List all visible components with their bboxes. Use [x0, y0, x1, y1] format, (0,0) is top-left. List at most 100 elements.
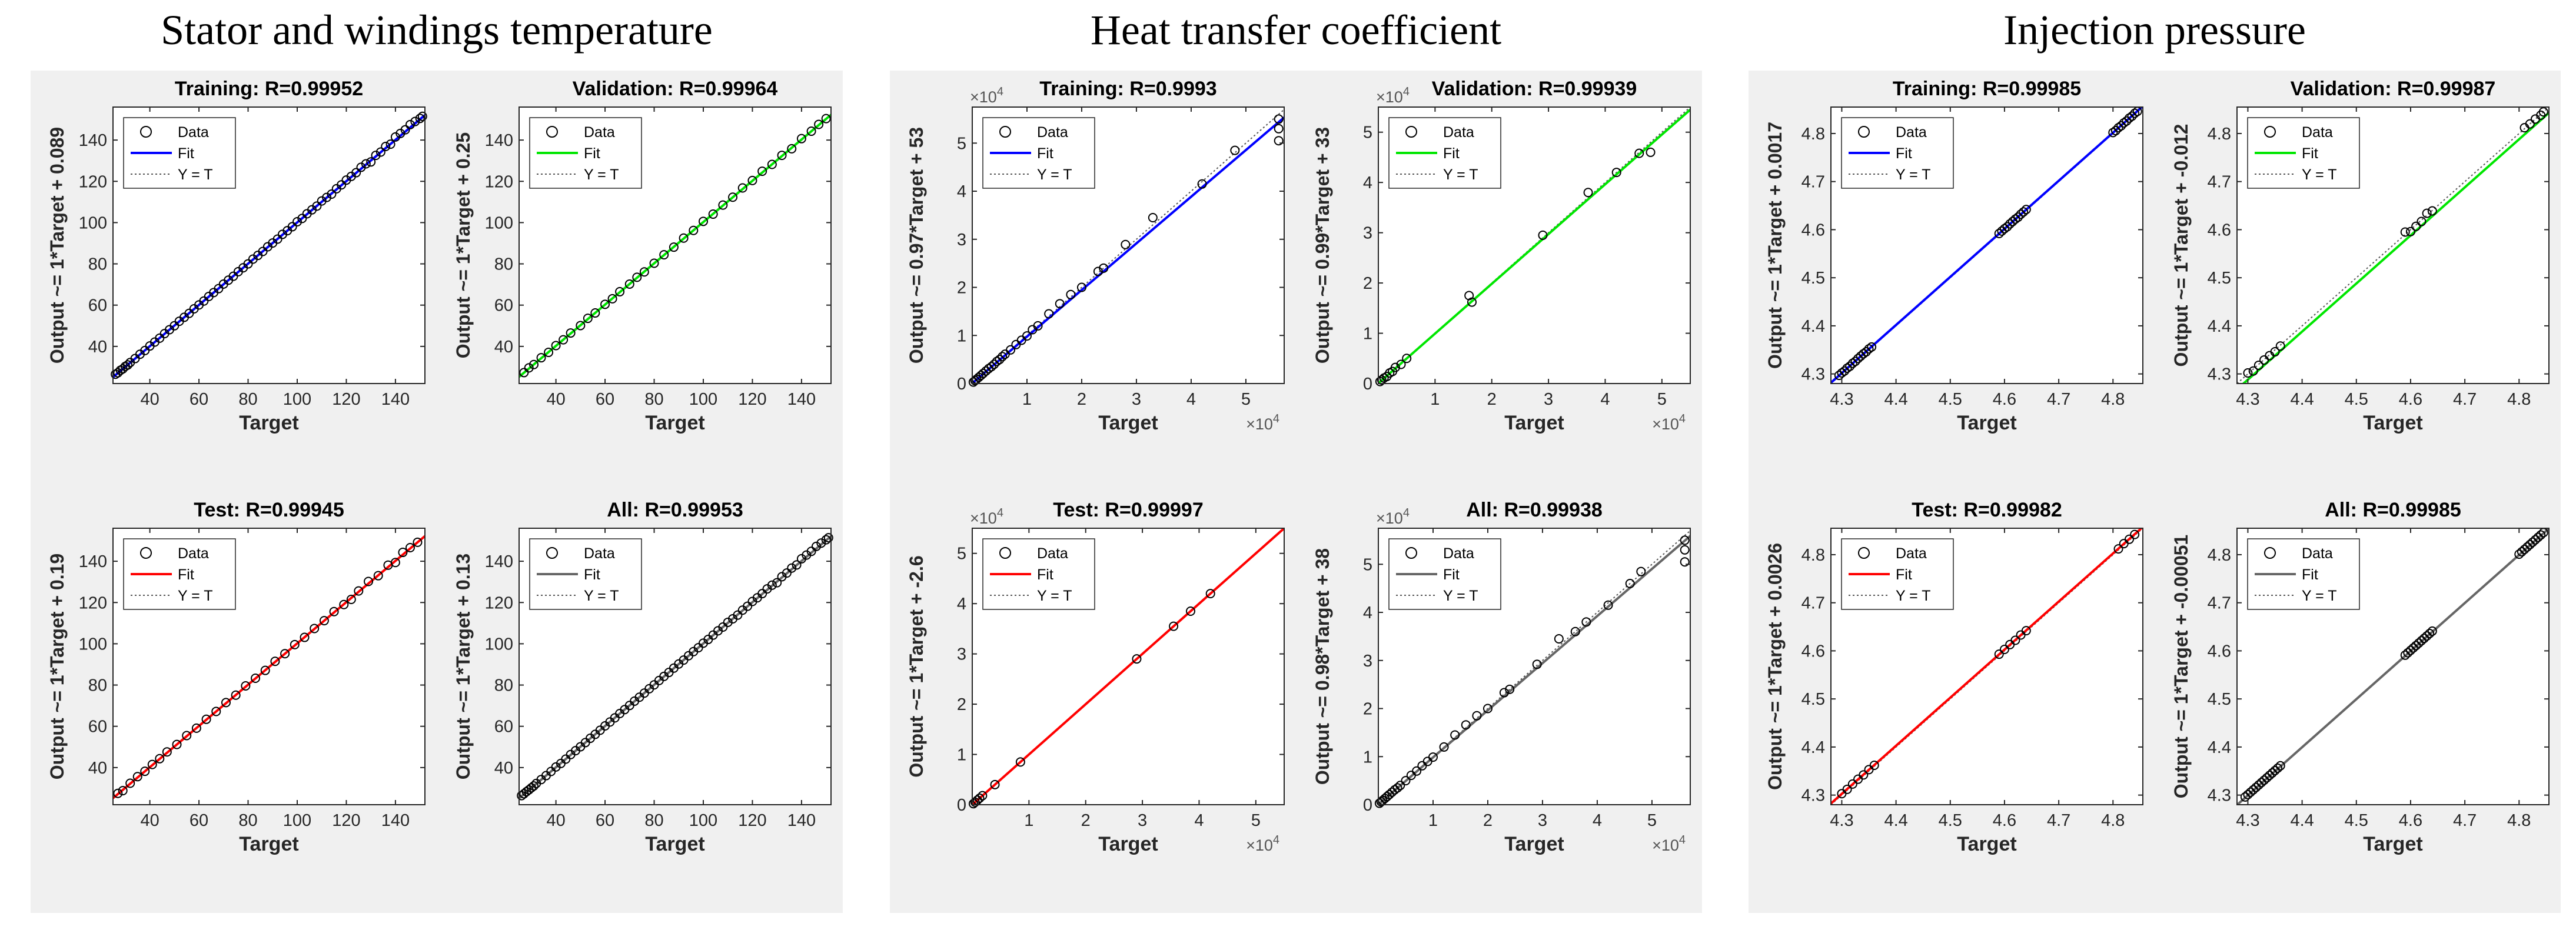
data-point [113, 788, 123, 798]
data-point [1837, 368, 1847, 378]
legend-fit-label: Fit [1443, 145, 1460, 162]
data-point [796, 134, 806, 144]
x-tick-label: 2 [1077, 390, 1086, 409]
y-tick-label: 60 [494, 718, 513, 736]
data-point [125, 778, 135, 788]
x-axis-label: Target [239, 833, 298, 855]
y-tick-label: 40 [88, 759, 107, 778]
data-point [2538, 107, 2548, 117]
data-point [624, 279, 634, 289]
data-point [417, 111, 427, 121]
data-point [1461, 720, 1471, 730]
y-tick-label: 4.6 [2208, 642, 2231, 661]
data-point [1680, 535, 1690, 545]
x-exponent-base: ×10 [1652, 415, 1679, 433]
x-tick-label: 60 [190, 811, 208, 830]
data-point [787, 144, 797, 154]
data-point [811, 541, 821, 551]
data-point [1169, 621, 1179, 631]
data-point [1099, 263, 1109, 273]
data-point [2124, 113, 2134, 123]
x-axis-label: Target [645, 833, 704, 855]
y-exponent-value: 4 [997, 85, 1003, 98]
data-point [2522, 542, 2532, 552]
data-point [1033, 321, 1043, 331]
y-tick-label: 5 [1363, 124, 1372, 142]
y-tick-label: 140 [79, 552, 107, 571]
plot-injection-test: Test: R=0.99982 4.3 4.4 4.5 4.6 4.7 4.8 4.3 4.4 4… [1764, 499, 2143, 855]
y-tick-label: 1 [1363, 325, 1372, 344]
data-point [1395, 781, 1405, 791]
y-tick-label: 40 [494, 338, 513, 356]
data-point [2525, 119, 2535, 129]
data-point [1006, 345, 1016, 355]
data-point [1634, 148, 1644, 158]
y-axis-label: Output ~= 1*Target + 0.19 [46, 554, 68, 779]
data-point [322, 192, 332, 202]
data-point [524, 363, 534, 373]
data-point [272, 234, 282, 244]
data-point [1015, 757, 1025, 767]
y-tick-label: 4 [957, 182, 966, 201]
y-exponent-value: 4 [1403, 506, 1410, 519]
data-point [2110, 126, 2120, 136]
x-tick-label: 4.5 [2345, 811, 2368, 830]
legend-data-marker [1405, 126, 1417, 138]
y-exponent-label: ×104 [970, 506, 1003, 527]
legend-data-label: Data [584, 545, 615, 562]
y-tick-label: 0 [1363, 796, 1372, 815]
data-point [221, 698, 231, 708]
data-point [147, 759, 157, 769]
data-point [270, 656, 280, 666]
data-point [978, 791, 988, 801]
x-tick-label: 4.7 [2453, 390, 2477, 409]
data-point [297, 214, 307, 224]
data-point [1450, 730, 1460, 740]
data-point [632, 272, 642, 282]
data-point [2019, 207, 2029, 217]
x-tick-label: 60 [190, 390, 208, 409]
data-point [2427, 626, 2437, 636]
data-point [2517, 547, 2527, 557]
y-tick-label: 100 [79, 635, 107, 654]
data-point [2010, 214, 2020, 224]
data-point [1999, 644, 2009, 654]
y-tick-label: 0 [957, 375, 966, 394]
fit-line [2237, 528, 2549, 805]
legend-data-label: Data [2302, 124, 2333, 141]
legend-data-marker [999, 126, 1011, 138]
data-point [2405, 226, 2415, 236]
y-tick-label: 2 [957, 279, 966, 298]
data-point [792, 560, 802, 570]
data-point [2130, 108, 2140, 118]
legend-data-label: Data [1896, 545, 1927, 562]
y-tick-label: 120 [485, 594, 513, 612]
x-axis-label: Target [1098, 412, 1158, 434]
data-point [737, 183, 747, 193]
y-tick-label: 0 [1363, 375, 1372, 394]
x-tick-label: 120 [738, 811, 766, 830]
data-point [1205, 589, 1215, 599]
plot-stator-training: Training: R=0.99952 40 60 80 100 120 140 40 60 80… [46, 78, 427, 434]
data-point [398, 548, 408, 558]
data-point [2411, 221, 2421, 231]
data-point [816, 538, 826, 548]
legend-data-marker [1858, 547, 1870, 559]
data-point [1861, 347, 1871, 357]
x-tick-label: 4.4 [2290, 811, 2314, 830]
data-point [312, 201, 322, 211]
plot-title: Validation: R=0.99939 [1432, 78, 1637, 100]
x-tick-label: 120 [332, 811, 360, 830]
x-tick-label: 80 [238, 390, 257, 409]
y-tick-label: 3 [1363, 652, 1372, 671]
data-point [1867, 342, 1877, 352]
data-point [2422, 631, 2432, 641]
data-point [1230, 145, 1240, 155]
y-tick-label: 1 [957, 326, 966, 345]
plot-injection-training: Training: R=0.99985 4.3 4.4 4.5 4.6 4.7 4.8 4.3… [1764, 78, 2143, 434]
y-tick-label: 0 [957, 796, 966, 815]
data-point [536, 353, 546, 363]
x-tick-label: 60 [596, 811, 614, 830]
data-point [529, 781, 539, 791]
